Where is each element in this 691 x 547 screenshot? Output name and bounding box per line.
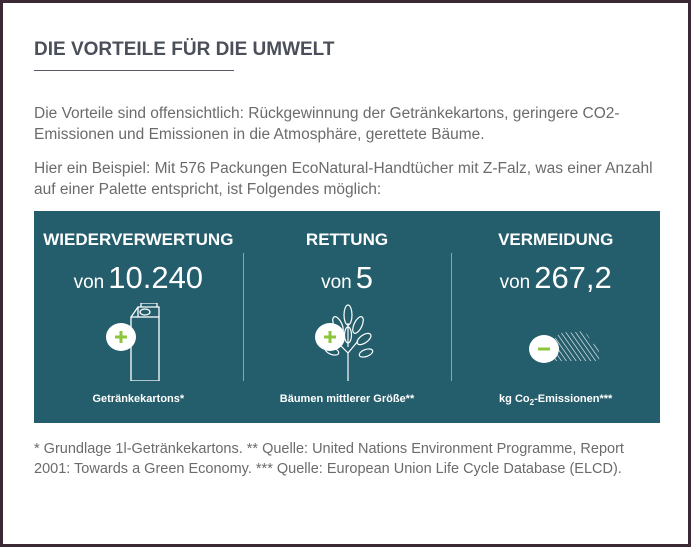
stat-recycling: WIEDERVERWERTUNG von 10.240 Getränkekarto… [34, 211, 243, 423]
stat-prefix: von [499, 272, 531, 293]
intro-paragraph: Die Vorteile sind offensichtlich: Rückge… [34, 105, 620, 143]
title-underline [34, 70, 234, 71]
tree-plus-icon [315, 304, 374, 381]
stat-avoidance: VERMEIDUNG von 267,2 kg Co2-Emissionen*** [451, 211, 660, 423]
label-subscript: 2 [529, 398, 535, 408]
carton-plus-icon [106, 303, 160, 381]
stat-prefix: von [321, 272, 352, 293]
stat-number: 267,2 [534, 260, 612, 295]
stat-prefix: von [73, 272, 105, 293]
stat-value: von 267,2 [451, 260, 660, 296]
stat-number: 10.240 [108, 260, 204, 295]
label-text: -Emissionen*** [534, 393, 613, 405]
stat-heading: RETTUNG [305, 230, 389, 249]
stat-heading: WIEDERVERWERTUNG [43, 230, 234, 249]
cloud-minus-icon [528, 331, 600, 363]
label-text: kg Co [499, 393, 530, 405]
stat-heading: VERMEIDUNG [498, 230, 614, 249]
example-paragraph: Hier ein Beispiel: Mit 576 Packungen Eco… [34, 160, 653, 198]
stat-value: von 5 [243, 260, 452, 296]
stat-rescue: RETTUNG von 5 Bäumen mittlerer Größe** [242, 211, 452, 423]
stat-label: kg Co2-Emissionen*** [451, 393, 660, 407]
stats-panel: WIEDERVERWERTUNG von 10.240 Getränkekarto… [34, 211, 660, 423]
stat-label: Bäumen mittlerer Größe** [279, 393, 415, 405]
stat-label: Getränkekartons* [92, 393, 185, 405]
modal-title: DIE VORTEILE FÜR DIE UMWELT [34, 39, 335, 60]
stat-value: von 10.240 [34, 260, 243, 296]
footnote: * Grundlage 1l-Getränkekartons. ** Quell… [34, 441, 624, 477]
stat-number: 5 [355, 260, 373, 295]
benefits-modal: DIE VORTEILE FÜR DIE UMWELT Die Vorteile… [3, 3, 688, 544]
